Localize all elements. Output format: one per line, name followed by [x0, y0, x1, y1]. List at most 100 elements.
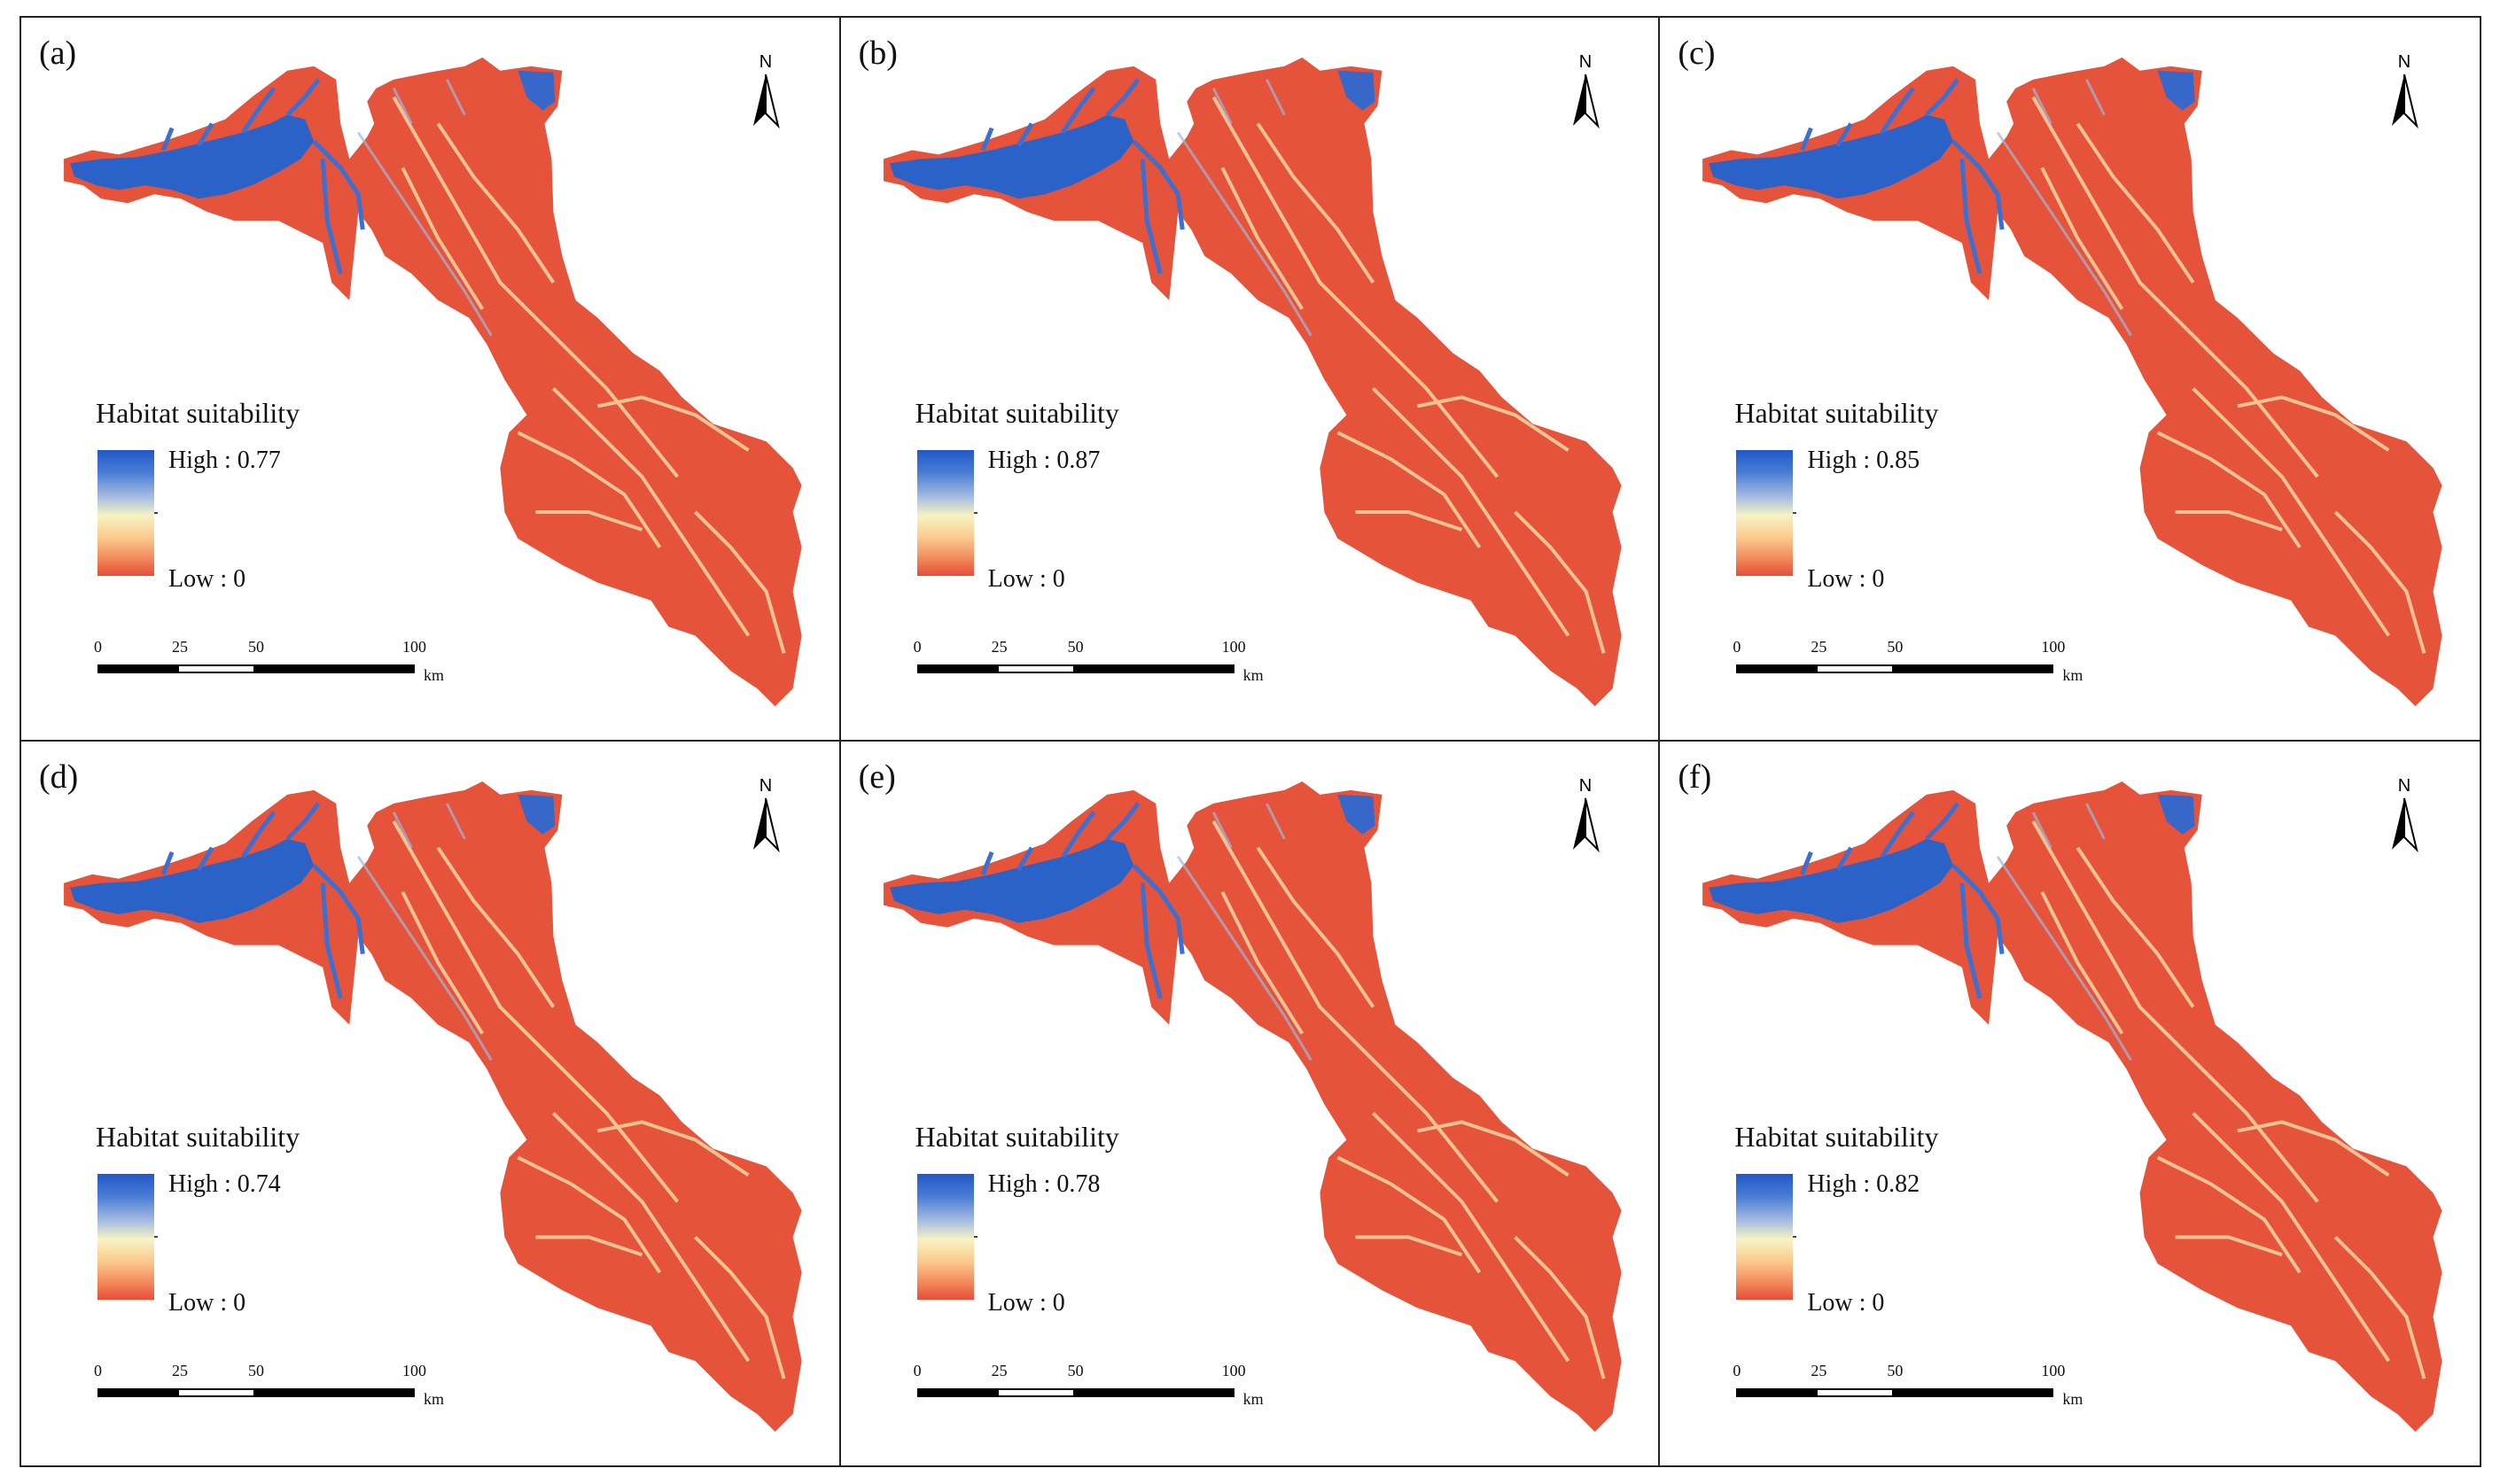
high-suitability-streams: [1800, 78, 2005, 275]
high-suitability-streams: [160, 802, 365, 999]
moderate-suitability-corridors: [392, 96, 786, 654]
ramp-tick: [973, 1236, 977, 1238]
panel-label: (f): [1678, 758, 1712, 796]
habitat-map: [883, 57, 1622, 707]
scale-segment: [1894, 1388, 2054, 1397]
high-suitability-northeast: [518, 794, 556, 835]
scale-segment: [1074, 664, 1234, 673]
panel-label: (b): [858, 35, 898, 72]
high-suitability-west: [889, 838, 1133, 923]
high-suitability-west: [1709, 838, 1954, 923]
scale-tick-100: 100: [2041, 1362, 2066, 1379]
scale-tick-50: 50: [248, 638, 264, 656]
scale-segment: [97, 664, 177, 673]
legend-high: High : 0.87: [987, 447, 1101, 474]
legend-title: Habitat suitability: [1734, 1121, 1939, 1153]
watershed-region: [883, 57, 1622, 707]
legend-title: Habitat suitability: [915, 1121, 1119, 1153]
ramp-tick: [154, 512, 158, 514]
panel-label: (d): [39, 758, 79, 796]
map-panel-c: (c) N Habitat suitability High : 0.85 Lo…: [1660, 18, 2480, 742]
moderate-suitability-corridors: [2031, 820, 2426, 1379]
high-suitability-streams: [160, 78, 365, 275]
high-suitability-west: [70, 838, 315, 923]
watershed-region: [1702, 781, 2442, 1433]
high-suitability-northeast: [518, 70, 556, 111]
moderate-suitability-corridors: [392, 820, 786, 1379]
scale-tick-50: 50: [1887, 638, 1904, 656]
habitat-map: [1702, 57, 2442, 707]
legend-low: Low : 0: [1807, 565, 1885, 593]
color-ramp: [97, 450, 154, 576]
north-label: N: [759, 52, 772, 72]
map-panel-a: (a) N Habitat suitability High : 0.77 Lo…: [21, 18, 841, 742]
north-label: N: [2398, 776, 2410, 796]
legend-title: Habitat suitability: [96, 1121, 300, 1153]
scale-segment: [916, 1388, 997, 1397]
scale-tick-100: 100: [402, 638, 426, 656]
north-arrow-icon: N: [2392, 52, 2419, 129]
high-suitability-northeast: [1337, 70, 1375, 111]
high-suitability-streams: [980, 78, 1185, 275]
scale-tick-25: 25: [172, 1362, 188, 1379]
high-suitability-northeast: [1337, 794, 1375, 835]
scale-unit: km: [1242, 1390, 1264, 1408]
north-label: N: [1578, 776, 1591, 796]
mixed-suitability-band: [357, 803, 493, 1061]
watershed-region: [64, 781, 802, 1433]
scale-tick-100: 100: [1221, 638, 1246, 656]
legend-low: Low : 0: [987, 1289, 1065, 1317]
high-suitability-northeast: [2157, 70, 2196, 111]
color-ramp: [916, 1174, 974, 1300]
watershed-region: [64, 57, 802, 707]
legend-high: High : 0.78: [987, 1170, 1101, 1198]
panel-label: (c): [1678, 35, 1716, 72]
ramp-tick: [1793, 512, 1797, 514]
moderate-suitability-corridors: [1211, 96, 1606, 654]
legend-high: High : 0.74: [168, 1170, 281, 1198]
north-arrow-icon: N: [1572, 776, 1600, 853]
mixed-suitability-band: [1997, 79, 2133, 337]
scale-bar: 0 25 50 100 km: [1733, 1362, 2083, 1415]
scale-segment: [255, 664, 415, 673]
scale-bar: 0 25 50 100 km: [914, 638, 1264, 691]
scale-segment: [97, 1388, 177, 1397]
legend-title: Habitat suitability: [96, 397, 300, 429]
legend-title: Habitat suitability: [1734, 397, 1939, 429]
legend-high: High : 0.77: [168, 447, 281, 474]
high-suitability-west: [70, 114, 315, 199]
scale-segment: [996, 1388, 1075, 1397]
high-suitability-west: [1709, 114, 1954, 199]
scale-tick-25: 25: [1811, 1362, 1827, 1379]
scale-tick-100: 100: [1221, 1362, 1246, 1379]
legend-low: Low : 0: [168, 565, 246, 593]
legend-high: High : 0.85: [1807, 447, 1920, 474]
north-arrow-icon: N: [2392, 776, 2419, 853]
scale-bar: 0 25 50 100 km: [913, 1362, 1264, 1415]
mixed-suitability-band: [1176, 803, 1312, 1061]
north-arrow-icon: N: [753, 776, 780, 853]
north-label: N: [759, 776, 772, 796]
scale-unit: km: [2062, 666, 2083, 684]
mixed-suitability-band: [1997, 803, 2133, 1061]
color-ramp: [916, 450, 974, 576]
scale-bar: 0 25 50 100 km: [1733, 638, 2083, 691]
scale-tick-50: 50: [1067, 638, 1084, 656]
map-panel-b: (b) N Habitat suitability High : 0.87 Lo…: [840, 18, 1661, 742]
scale-unit: km: [2062, 1390, 2083, 1408]
map-panel-e: (e) N Habitat suitability High : 0.78 Lo…: [841, 742, 1661, 1465]
scale-tick-25: 25: [1811, 638, 1827, 656]
legend-low: Low : 0: [168, 1289, 246, 1317]
legend-low: Low : 0: [1807, 1289, 1885, 1317]
scale-tick-0: 0: [1733, 638, 1741, 656]
north-arrow-icon: N: [1572, 52, 1600, 129]
scale-segment: [1074, 1388, 1234, 1397]
color-ramp: [1736, 1174, 1794, 1300]
watershed-region: [883, 781, 1622, 1433]
panel-label: (e): [858, 758, 896, 796]
scale-tick-0: 0: [94, 1362, 102, 1379]
color-ramp: [1736, 450, 1794, 576]
high-suitability-west: [889, 114, 1133, 199]
scale-tick-0: 0: [913, 1362, 922, 1379]
ramp-tick: [973, 512, 977, 514]
